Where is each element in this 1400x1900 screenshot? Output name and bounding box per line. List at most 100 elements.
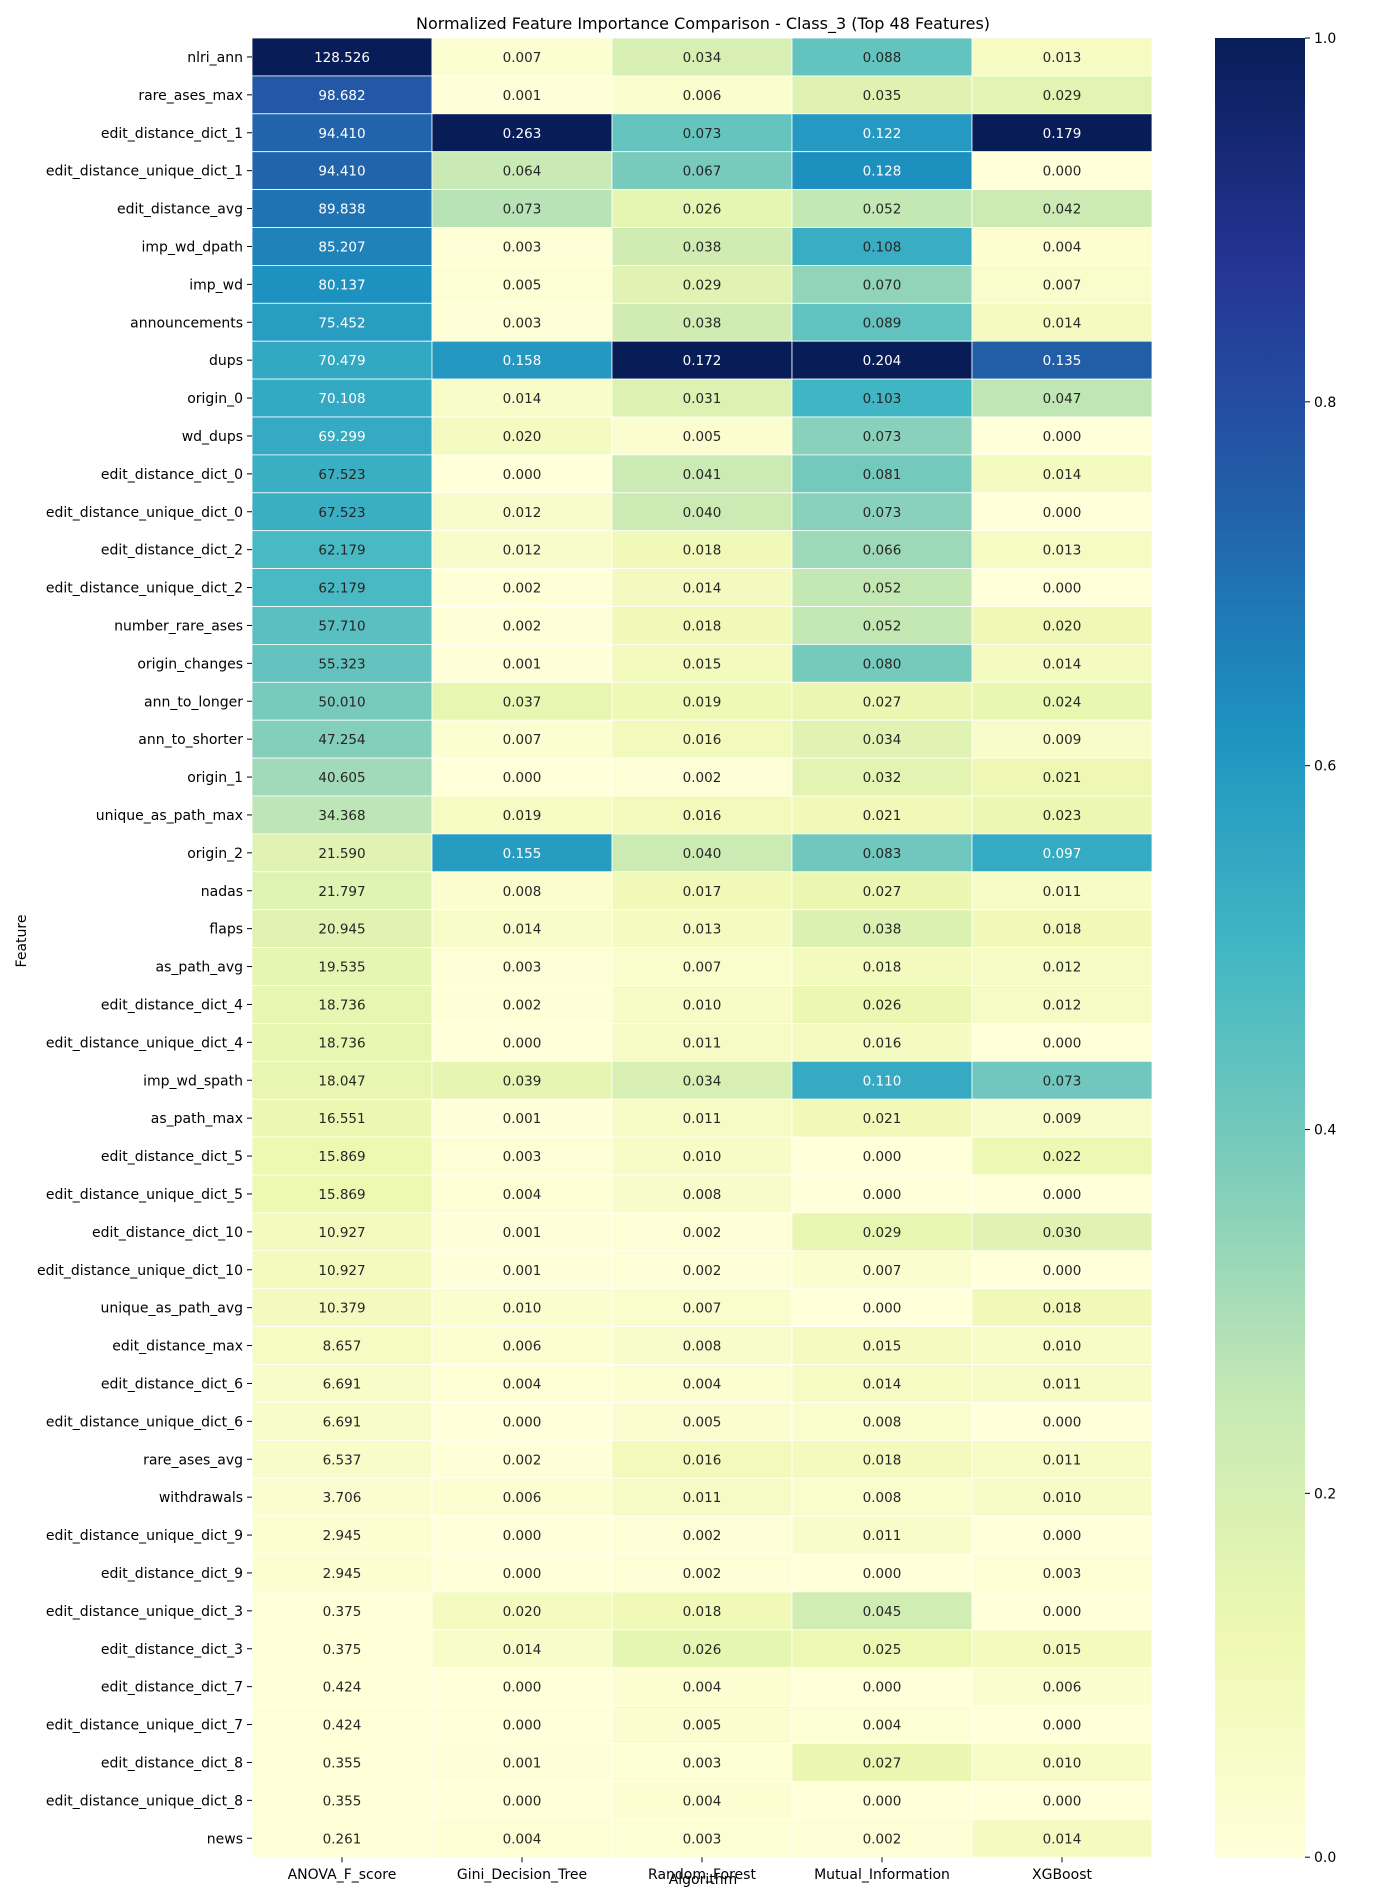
cell-value-label: 75.452 bbox=[318, 315, 365, 331]
row-tick-label: edit_distance_dict_7 bbox=[101, 1680, 243, 1696]
heatmap-cell bbox=[791, 1781, 973, 1820]
heatmap-cell bbox=[431, 37, 613, 77]
cell-value-label: 0.041 bbox=[683, 467, 722, 483]
heatmap-cell bbox=[971, 1743, 1153, 1782]
cell-value-label: 0.014 bbox=[503, 391, 542, 407]
row-tick-label: unique_as_path_max bbox=[96, 808, 243, 824]
heatmap-cell bbox=[611, 985, 793, 1024]
cell-value-label: 0.030 bbox=[1043, 1225, 1082, 1241]
cell-value-label: 10.927 bbox=[318, 1263, 365, 1279]
heatmap-cell bbox=[971, 530, 1153, 570]
heatmap-cell bbox=[791, 1591, 973, 1631]
cell-value-label: 0.008 bbox=[863, 1490, 902, 1506]
heatmap-cell bbox=[611, 302, 793, 342]
heatmap-cell bbox=[251, 985, 433, 1024]
heatmap-cell bbox=[791, 530, 973, 570]
cell-value-label: 0.005 bbox=[683, 1718, 722, 1734]
heatmap-cell bbox=[611, 378, 793, 418]
cell-value-label: 0.000 bbox=[1043, 164, 1082, 180]
heatmap-cell bbox=[611, 757, 793, 797]
row-tick-label: edit_distance_dict_6 bbox=[101, 1376, 243, 1392]
heatmap-cell bbox=[251, 1515, 433, 1555]
cell-value-label: 0.001 bbox=[503, 656, 542, 672]
cell-value-label: 0.000 bbox=[1043, 1414, 1082, 1430]
cell-value-label: 0.261 bbox=[323, 1831, 362, 1847]
cell-value-label: 0.080 bbox=[863, 656, 902, 672]
heatmap-cell bbox=[971, 1098, 1153, 1138]
cell-value-label: 40.605 bbox=[318, 770, 365, 786]
heatmap-cell bbox=[791, 492, 973, 532]
cell-value-label: 0.002 bbox=[683, 1263, 722, 1279]
heatmap-cell bbox=[431, 568, 613, 607]
heatmap-cell bbox=[971, 681, 1153, 721]
cell-value-label: 0.027 bbox=[863, 694, 902, 710]
cell-value-label: 0.012 bbox=[1043, 960, 1082, 976]
row-tick-label: nadas bbox=[201, 884, 243, 900]
cell-value-label: 6.691 bbox=[323, 1376, 362, 1392]
colorbar-tick-label: 1.0 bbox=[1314, 31, 1336, 47]
heatmap-cell bbox=[791, 606, 973, 645]
heatmap-cell bbox=[791, 1402, 973, 1441]
heatmap-cell bbox=[251, 1667, 433, 1706]
cell-value-label: 0.000 bbox=[863, 1301, 902, 1317]
heatmap-cell bbox=[791, 1326, 973, 1365]
heatmap-cell bbox=[431, 1818, 613, 1858]
heatmap-cell bbox=[611, 606, 793, 645]
heatmap-cell bbox=[971, 1402, 1153, 1441]
row-tick-label: edit_distance_dict_3 bbox=[101, 1642, 243, 1658]
cell-value-label: 0.011 bbox=[683, 1490, 722, 1506]
cell-value-label: 0.011 bbox=[1043, 884, 1082, 900]
row-tick-label: ann_to_shorter bbox=[138, 732, 243, 748]
cell-value-label: 0.025 bbox=[863, 1642, 902, 1658]
cell-value-label: 16.551 bbox=[318, 1111, 365, 1127]
heatmap-cell bbox=[611, 75, 793, 115]
cell-value-label: 0.004 bbox=[683, 1680, 722, 1696]
heatmap-cell bbox=[251, 1250, 433, 1290]
cell-value-label: 10.927 bbox=[318, 1225, 365, 1241]
heatmap-cell bbox=[251, 454, 433, 494]
row-tick-label: edit_distance_dict_9 bbox=[101, 1566, 243, 1582]
row-tick-label: as_path_max bbox=[151, 1111, 243, 1127]
cell-value-label: 20.945 bbox=[318, 922, 365, 938]
cell-value-label: 15.869 bbox=[318, 1187, 365, 1203]
cell-value-label: 18.736 bbox=[318, 1035, 365, 1051]
cell-value-label: 0.110 bbox=[863, 1073, 902, 1089]
heatmap-cell bbox=[611, 644, 793, 683]
cell-value-label: 0.013 bbox=[1043, 543, 1082, 559]
cell-value-label: 0.010 bbox=[1043, 1755, 1082, 1771]
cell-value-label: 0.097 bbox=[1043, 846, 1082, 862]
cell-value-label: 0.000 bbox=[503, 467, 542, 483]
cell-value-label: 0.066 bbox=[863, 543, 902, 559]
cell-value-label: 0.001 bbox=[503, 1225, 542, 1241]
cell-value-label: 0.007 bbox=[683, 1301, 722, 1317]
row-tick-label: edit_distance_unique_dict_0 bbox=[46, 505, 243, 521]
cell-value-label: 0.179 bbox=[1043, 126, 1082, 142]
cell-value-label: 0.018 bbox=[1043, 922, 1082, 938]
cell-value-label: 0.005 bbox=[503, 277, 542, 293]
cell-value-label: 0.002 bbox=[503, 581, 542, 597]
cell-value-label: 0.000 bbox=[1043, 429, 1082, 445]
cell-value-label: 0.073 bbox=[683, 126, 722, 142]
row-tick-label: edit_distance_unique_dict_1 bbox=[46, 164, 243, 180]
cell-value-label: 0.015 bbox=[683, 656, 722, 672]
row-tick-label: edit_distance_dict_1 bbox=[101, 126, 243, 142]
cell-value-label: 0.001 bbox=[503, 88, 542, 104]
heatmap-cell bbox=[611, 568, 793, 607]
row-tick-label: unique_as_path_avg bbox=[101, 1301, 243, 1317]
heatmap-cell bbox=[971, 264, 1153, 304]
heatmap-cell bbox=[791, 1250, 973, 1290]
row-tick-label: nlri_ann bbox=[187, 50, 243, 66]
heatmap-cell bbox=[251, 719, 433, 759]
cell-value-label: 0.424 bbox=[323, 1680, 362, 1696]
cell-value-label: 0.011 bbox=[1043, 1452, 1082, 1468]
chart-title: Normalized Feature Importance Comparison… bbox=[416, 14, 990, 34]
cell-value-label: 128.526 bbox=[314, 50, 370, 66]
cell-value-label: 0.020 bbox=[503, 1604, 542, 1620]
heatmap-cell bbox=[971, 302, 1153, 342]
cell-value-label: 0.000 bbox=[503, 1414, 542, 1430]
cell-value-label: 0.000 bbox=[863, 1793, 902, 1809]
cell-value-label: 0.003 bbox=[503, 315, 542, 331]
heatmap-cell bbox=[611, 227, 793, 266]
cell-value-label: 0.083 bbox=[863, 846, 902, 862]
cell-value-label: 0.004 bbox=[503, 1187, 542, 1203]
